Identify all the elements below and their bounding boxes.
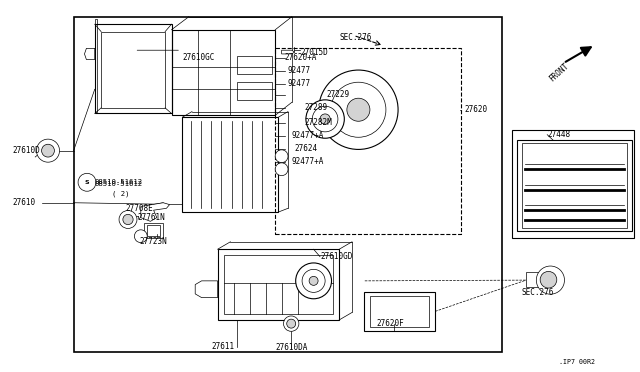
Circle shape (306, 100, 344, 138)
Circle shape (119, 211, 137, 228)
Circle shape (296, 263, 332, 299)
Circle shape (319, 70, 398, 150)
Text: 08510-51612: 08510-51612 (95, 179, 143, 185)
Text: SEC.276: SEC.276 (522, 288, 554, 296)
Circle shape (284, 316, 299, 331)
Circle shape (312, 106, 338, 132)
Text: ( 2): ( 2) (112, 190, 129, 197)
Circle shape (331, 82, 386, 137)
Polygon shape (84, 48, 95, 60)
Text: 27610: 27610 (13, 198, 36, 207)
Circle shape (302, 269, 325, 292)
Bar (522, 143, 627, 228)
Text: 08510-51612: 08510-51612 (95, 181, 143, 187)
Bar (144, 223, 163, 238)
Bar (237, 56, 272, 74)
Bar (218, 249, 339, 320)
Text: 92477: 92477 (288, 79, 311, 88)
Circle shape (78, 173, 96, 191)
Bar (526, 272, 543, 287)
Circle shape (309, 276, 318, 285)
Text: 27610GC: 27610GC (182, 53, 215, 62)
Bar (275, 48, 461, 234)
Bar (101, 32, 165, 108)
Bar (147, 225, 160, 236)
Text: 27610GD: 27610GD (320, 252, 353, 261)
Text: 27723N: 27723N (140, 237, 167, 246)
Text: 27620+A: 27620+A (285, 53, 317, 62)
Polygon shape (141, 203, 170, 221)
Text: 27610D: 27610D (13, 146, 40, 155)
Circle shape (536, 266, 564, 294)
Circle shape (540, 272, 557, 288)
Text: 27620: 27620 (464, 105, 487, 114)
Text: 27282M: 27282M (304, 118, 332, 127)
Bar (512, 130, 634, 238)
Text: 27611: 27611 (211, 342, 234, 351)
Polygon shape (282, 50, 294, 54)
Circle shape (275, 150, 288, 163)
Bar (95, 24, 172, 113)
Text: 27761N: 27761N (138, 213, 165, 222)
Bar (237, 82, 272, 100)
Text: 27610DA: 27610DA (275, 343, 308, 352)
Bar (182, 117, 278, 212)
Text: 27448: 27448 (547, 130, 570, 139)
Circle shape (36, 139, 60, 162)
Polygon shape (195, 281, 218, 298)
Circle shape (287, 319, 296, 328)
Bar (172, 30, 275, 115)
Text: 27620F: 27620F (376, 319, 404, 328)
Text: 27015D: 27015D (301, 48, 328, 57)
Text: 92477+A: 92477+A (291, 157, 324, 166)
Bar (364, 292, 435, 331)
Circle shape (347, 98, 370, 121)
Polygon shape (95, 19, 97, 112)
Bar (224, 255, 333, 314)
Circle shape (42, 144, 54, 157)
Text: 27289: 27289 (304, 103, 327, 112)
Text: SEC.276: SEC.276 (339, 33, 372, 42)
Bar (370, 296, 429, 327)
Circle shape (134, 230, 147, 243)
Text: 92477+A: 92477+A (291, 131, 324, 140)
Circle shape (320, 114, 330, 124)
Text: 92477: 92477 (288, 66, 311, 75)
Text: 27624: 27624 (294, 144, 317, 153)
Bar (517, 140, 632, 231)
Text: .IP7 00R2: .IP7 00R2 (559, 359, 595, 365)
Bar (74, 17, 502, 352)
Text: S: S (84, 180, 90, 185)
Text: FRONT: FRONT (547, 61, 570, 84)
Circle shape (123, 214, 133, 225)
Text: 27229: 27229 (326, 90, 349, 99)
Text: 27708E: 27708E (125, 204, 153, 213)
Circle shape (275, 163, 288, 176)
